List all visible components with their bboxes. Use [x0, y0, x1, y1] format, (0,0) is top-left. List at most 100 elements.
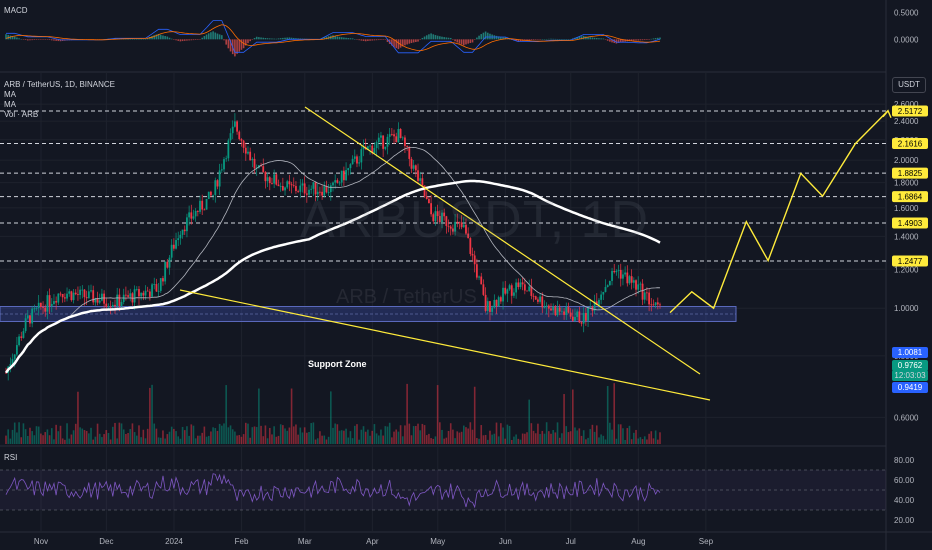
volume-bar: [29, 427, 31, 444]
macd-histogram-bar: [336, 36, 339, 40]
candle-body: [550, 308, 552, 311]
volume-bar: [563, 394, 565, 444]
candle-body: [360, 149, 363, 163]
candle-body: [471, 253, 474, 256]
macd-histogram-bar: [445, 37, 448, 40]
macd-tick-label: 0.5000: [894, 9, 919, 18]
macd-histogram-bar: [146, 37, 149, 40]
macd-histogram-bar: [393, 39, 395, 47]
volume-bar: [510, 439, 513, 444]
macd-histogram-bar: [652, 38, 655, 40]
candle-body: [63, 297, 66, 299]
candle-body: [567, 306, 570, 313]
rsi-tick-label: 60.00: [894, 476, 915, 485]
candle-body: [456, 221, 459, 223]
candle-body: [179, 234, 182, 239]
candle-body: [332, 182, 334, 186]
indicator-ma-2[interactable]: MA: [4, 100, 16, 109]
volume-bar: [410, 435, 413, 444]
macd-histogram-bar: [595, 38, 598, 40]
candle-body: [526, 290, 528, 292]
macd-histogram-bar: [580, 36, 583, 40]
volume-bar: [469, 422, 472, 444]
candle-body: [380, 135, 382, 138]
key-level-tag: [892, 255, 928, 267]
macd-histogram-bar: [567, 39, 570, 40]
candle-body: [598, 299, 600, 306]
candle-body: [98, 300, 101, 303]
volume-bar: [556, 422, 559, 444]
candle-body: [227, 140, 230, 159]
volume-bar: [657, 439, 659, 444]
candle-body: [148, 291, 151, 297]
volume-bar: [600, 434, 602, 444]
macd-histogram-bar: [13, 36, 16, 40]
indicator-ma-1[interactable]: MA: [4, 90, 16, 99]
volume-bar: [449, 423, 452, 444]
macd-histogram-bar: [153, 35, 156, 40]
volume-bar: [234, 431, 236, 444]
macd-histogram-bar: [297, 38, 299, 40]
macd-histogram-bar: [377, 39, 380, 41]
candle-body: [127, 295, 129, 297]
volume-bar: [595, 425, 598, 444]
volume-bar: [299, 427, 302, 444]
candle-body: [593, 301, 596, 311]
volume-bar: [255, 426, 258, 444]
candle-body: [358, 162, 361, 164]
volume-bar: [558, 437, 561, 444]
volume-bar: [436, 385, 439, 444]
volume-bar: [367, 429, 369, 444]
volume-bar: [334, 423, 336, 444]
macd-histogram-bar: [190, 39, 193, 41]
volume-bar: [338, 430, 341, 444]
volume-bar: [351, 438, 354, 444]
volume-bar: [297, 434, 299, 444]
macd-histogram-bar: [539, 39, 541, 40]
volume-bar: [53, 439, 55, 444]
candle-body: [534, 296, 537, 300]
volume-bar: [57, 431, 60, 444]
macd-histogram-bar: [412, 39, 415, 43]
macd-histogram-bar: [358, 39, 360, 41]
indicator-volume[interactable]: Vol · ARB: [4, 110, 39, 119]
symbol-header[interactable]: ARB / TetherUS, 1D, BINANCE: [4, 80, 115, 89]
volume-bar: [622, 428, 624, 444]
macd-histogram-bar: [31, 39, 33, 41]
macd-histogram-bar: [508, 39, 511, 40]
volume-bar: [251, 427, 254, 444]
macd-histogram-bar: [541, 39, 544, 40]
volume-bar: [493, 433, 496, 444]
macd-histogram-bar: [436, 35, 439, 40]
candle-body: [543, 307, 546, 308]
candle-body: [519, 282, 522, 288]
macd-histogram-bar: [144, 39, 147, 40]
candle-body: [545, 305, 548, 308]
candle-body: [449, 226, 452, 229]
macd-histogram-bar: [35, 39, 38, 40]
x-tick-label: Aug: [631, 537, 645, 546]
macd-histogram-bar: [460, 39, 463, 45]
candle-body: [334, 180, 337, 183]
macd-histogram-bar: [552, 38, 554, 40]
macd-histogram-bar: [622, 39, 624, 42]
macd-histogram-bar: [22, 39, 25, 40]
volume-bar: [646, 439, 648, 444]
volume-bar: [310, 423, 312, 444]
volume-bar: [133, 432, 136, 444]
macd-histogram-bar: [643, 39, 646, 41]
candle-body: [157, 290, 160, 292]
candle-body: [325, 186, 328, 193]
candle-body: [659, 304, 661, 306]
macd-histogram-bar: [179, 39, 182, 42]
macd-histogram-bar: [602, 38, 605, 40]
macd-histogram-bar: [417, 39, 419, 42]
currency-unit-button[interactable]: USDT: [892, 77, 926, 93]
volume-bar: [207, 435, 210, 444]
candle-body: [602, 291, 605, 295]
candle-body: [584, 312, 587, 321]
candle-body: [484, 294, 487, 311]
macd-histogram-bar: [434, 35, 437, 40]
volume-bar: [458, 432, 461, 444]
